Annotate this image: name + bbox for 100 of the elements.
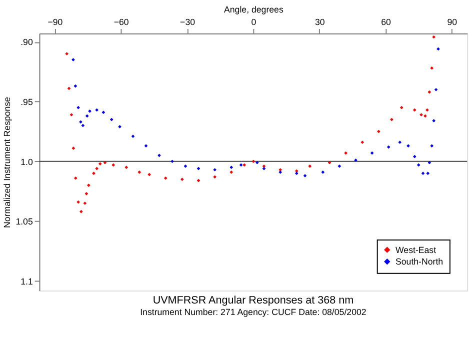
point	[98, 162, 102, 166]
point	[240, 163, 243, 167]
point	[70, 113, 74, 116]
point	[252, 160, 255, 163]
point	[420, 113, 423, 116]
y-axis-title: Normalized Instrument Response	[2, 96, 12, 228]
point	[103, 161, 107, 164]
y-tick-label: 1.1	[20, 276, 33, 286]
point	[112, 163, 115, 167]
point	[428, 90, 431, 94]
point	[148, 172, 151, 176]
point	[184, 164, 188, 168]
point	[278, 170, 282, 174]
point	[256, 161, 259, 164]
x-tick-label: 60	[381, 17, 392, 28]
point	[81, 124, 84, 128]
point	[328, 161, 332, 164]
point	[432, 119, 436, 122]
point	[164, 176, 168, 180]
point	[196, 167, 200, 170]
point	[74, 176, 78, 180]
x-tick-label: 90	[447, 17, 458, 28]
point	[428, 161, 431, 164]
point	[110, 118, 114, 122]
point	[295, 172, 298, 175]
x-tick-label: 0	[251, 17, 256, 28]
x-tick-label: 30	[314, 17, 325, 28]
point	[138, 170, 141, 174]
point	[92, 172, 96, 175]
text: Instrument Number: 271 Agency: CUCF Date: 08/05/2002	[140, 307, 366, 318]
point	[84, 192, 88, 196]
point	[421, 172, 425, 175]
point	[344, 151, 348, 155]
y-tick-label: .95	[20, 97, 33, 108]
point	[434, 88, 438, 92]
point	[436, 47, 440, 51]
point	[67, 86, 71, 90]
y-tick-label: 1.05	[16, 216, 33, 227]
point	[387, 145, 390, 149]
point	[86, 114, 89, 118]
point	[308, 164, 312, 168]
y-tick-label: 1.0	[20, 156, 33, 167]
legend-label: West-East	[395, 244, 437, 255]
point	[72, 58, 75, 62]
text: UVMFRSR Angular Responses at 368 nm	[152, 294, 354, 306]
point	[278, 168, 282, 172]
point	[424, 114, 427, 118]
point	[180, 178, 184, 181]
point	[72, 146, 75, 150]
point	[354, 158, 358, 162]
point	[400, 106, 404, 110]
point	[88, 110, 92, 113]
point	[76, 106, 80, 110]
point	[65, 52, 68, 56]
point	[430, 144, 434, 148]
point	[102, 110, 105, 114]
point	[83, 202, 86, 205]
point	[131, 134, 135, 138]
point	[417, 163, 420, 167]
point	[74, 84, 77, 88]
point	[430, 66, 434, 70]
point	[230, 170, 233, 174]
point	[124, 166, 128, 169]
point	[338, 164, 341, 168]
point	[321, 170, 324, 174]
x-axis-title: Angle, degrees	[224, 4, 284, 14]
point	[295, 169, 298, 172]
point	[262, 167, 266, 170]
point	[158, 154, 161, 157]
point	[79, 120, 82, 124]
point	[426, 108, 429, 112]
point	[170, 160, 174, 163]
point	[144, 144, 148, 148]
point	[213, 168, 216, 172]
point	[413, 108, 416, 112]
point	[118, 125, 122, 128]
point	[303, 174, 307, 178]
point	[370, 151, 374, 155]
y-tick-label: .90	[20, 37, 33, 48]
x-tick-label: −30	[180, 17, 196, 28]
point	[406, 144, 410, 148]
point	[413, 155, 416, 158]
point	[432, 35, 436, 39]
point	[242, 163, 246, 167]
point	[360, 140, 364, 144]
point	[377, 130, 380, 134]
point	[95, 108, 98, 112]
point	[426, 172, 430, 175]
x-tick-label: −90	[48, 17, 63, 28]
point	[80, 210, 83, 214]
point	[213, 175, 216, 178]
legend-label: South-North	[395, 256, 444, 267]
point	[95, 167, 98, 170]
point	[398, 140, 402, 144]
point	[390, 118, 394, 122]
point	[76, 200, 80, 204]
x-tick-label: −60	[114, 17, 129, 28]
point	[230, 166, 233, 169]
point	[196, 178, 200, 182]
point	[87, 184, 90, 187]
